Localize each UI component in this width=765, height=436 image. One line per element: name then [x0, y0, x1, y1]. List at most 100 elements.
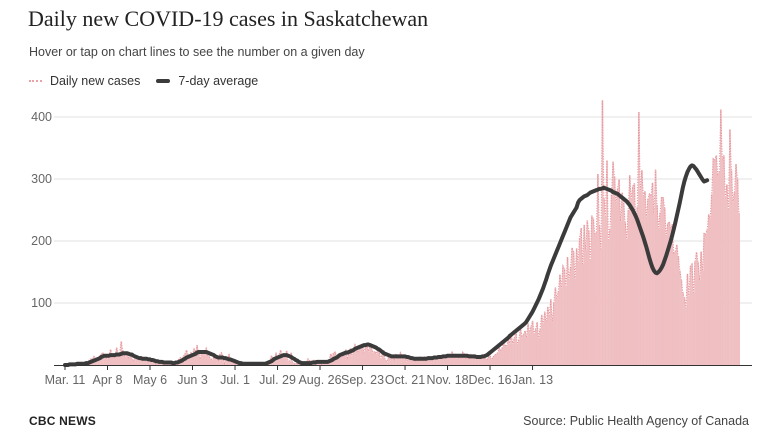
- daily-bar[interactable]: [496, 352, 499, 365]
- daily-bar[interactable]: [703, 232, 706, 365]
- daily-bar[interactable]: [545, 322, 548, 365]
- daily-bar[interactable]: [354, 344, 356, 365]
- daily-bar[interactable]: [105, 357, 107, 365]
- daily-bar[interactable]: [443, 358, 446, 365]
- daily-bar[interactable]: [123, 355, 126, 365]
- daily-bar[interactable]: [222, 356, 224, 365]
- daily-bar[interactable]: [706, 229, 709, 365]
- daily-bar[interactable]: [641, 170, 643, 365]
- daily-bar[interactable]: [343, 352, 346, 365]
- daily-bar[interactable]: [474, 359, 476, 365]
- daily-bar[interactable]: [434, 359, 437, 365]
- daily-bar[interactable]: [401, 358, 403, 365]
- daily-bar[interactable]: [386, 361, 388, 365]
- daily-bar[interactable]: [546, 306, 549, 365]
- daily-bar[interactable]: [103, 356, 106, 365]
- daily-bar[interactable]: [416, 356, 419, 365]
- daily-bar[interactable]: [618, 179, 621, 365]
- daily-bar[interactable]: [495, 353, 498, 365]
- daily-bar[interactable]: [191, 354, 194, 365]
- daily-bar[interactable]: [689, 266, 692, 365]
- daily-bar[interactable]: [402, 357, 405, 365]
- legend-daily-label[interactable]: Daily new cases: [50, 74, 141, 88]
- daily-bar[interactable]: [644, 191, 646, 365]
- daily-bar[interactable]: [540, 314, 543, 365]
- daily-bar[interactable]: [430, 356, 432, 365]
- daily-bar[interactable]: [677, 256, 680, 366]
- daily-bar[interactable]: [692, 292, 695, 365]
- daily-bar[interactable]: [483, 356, 485, 365]
- daily-bar[interactable]: [650, 195, 652, 365]
- daily-bar[interactable]: [205, 348, 208, 365]
- daily-bar[interactable]: [513, 337, 516, 365]
- daily-bar[interactable]: [414, 360, 417, 365]
- daily-bar[interactable]: [393, 359, 396, 365]
- daily-bar[interactable]: [455, 358, 458, 365]
- daily-bar[interactable]: [209, 358, 212, 365]
- daily-bar[interactable]: [543, 311, 546, 365]
- daily-bar[interactable]: [231, 360, 233, 365]
- daily-bar[interactable]: [505, 346, 508, 365]
- daily-bar[interactable]: [586, 220, 589, 365]
- daily-bar[interactable]: [109, 349, 112, 366]
- daily-bar[interactable]: [501, 347, 504, 365]
- daily-bar[interactable]: [370, 349, 373, 366]
- daily-bar[interactable]: [225, 357, 227, 365]
- daily-bar[interactable]: [669, 228, 672, 365]
- daily-bar[interactable]: [135, 355, 138, 365]
- daily-bar[interactable]: [469, 353, 472, 365]
- daily-bar[interactable]: [193, 348, 195, 365]
- daily-bar[interactable]: [486, 359, 488, 365]
- daily-bar[interactable]: [694, 261, 696, 365]
- daily-bar[interactable]: [530, 326, 532, 365]
- daily-bar[interactable]: [437, 358, 440, 365]
- daily-bar[interactable]: [389, 358, 391, 365]
- daily-bar[interactable]: [390, 356, 393, 365]
- daily-bar[interactable]: [143, 359, 145, 365]
- daily-bar[interactable]: [631, 186, 634, 365]
- daily-bar[interactable]: [624, 222, 627, 365]
- daily-bar[interactable]: [203, 352, 206, 365]
- daily-bar[interactable]: [504, 345, 507, 365]
- daily-bar[interactable]: [635, 220, 637, 365]
- daily-bar[interactable]: [211, 359, 214, 365]
- daily-bar[interactable]: [118, 352, 121, 365]
- daily-bar[interactable]: [355, 348, 358, 365]
- daily-bar[interactable]: [713, 159, 716, 365]
- daily-bar[interactable]: [404, 355, 406, 365]
- daily-bar[interactable]: [583, 224, 586, 365]
- daily-bar[interactable]: [146, 360, 148, 365]
- daily-bar[interactable]: [387, 357, 390, 365]
- daily-bar[interactable]: [363, 353, 366, 365]
- daily-bar[interactable]: [141, 356, 144, 365]
- daily-bar[interactable]: [551, 321, 554, 365]
- daily-bar[interactable]: [446, 353, 449, 365]
- daily-bar[interactable]: [704, 234, 707, 365]
- daily-bar[interactable]: [484, 358, 487, 365]
- daily-bar[interactable]: [466, 357, 469, 365]
- daily-bar[interactable]: [676, 244, 678, 365]
- daily-bar[interactable]: [284, 356, 287, 365]
- daily-bar[interactable]: [395, 353, 397, 365]
- daily-bar[interactable]: [352, 349, 355, 366]
- daily-bar[interactable]: [480, 358, 482, 365]
- daily-bar[interactable]: [604, 216, 607, 365]
- daily-cases-bars[interactable]: [67, 100, 740, 365]
- daily-bar[interactable]: [199, 357, 202, 365]
- daily-bar[interactable]: [533, 334, 536, 365]
- daily-bar[interactable]: [600, 249, 602, 365]
- daily-bar[interactable]: [410, 357, 413, 365]
- daily-bar[interactable]: [291, 362, 294, 365]
- daily-bar[interactable]: [686, 273, 689, 365]
- daily-bar[interactable]: [522, 334, 525, 365]
- daily-bar[interactable]: [152, 361, 155, 365]
- daily-bar[interactable]: [129, 355, 132, 365]
- daily-bar[interactable]: [595, 232, 598, 365]
- daily-bar[interactable]: [117, 353, 120, 365]
- daily-bar[interactable]: [606, 160, 608, 365]
- daily-bar[interactable]: [735, 164, 737, 365]
- daily-bar[interactable]: [96, 358, 98, 365]
- daily-bar[interactable]: [478, 356, 481, 365]
- daily-bar[interactable]: [281, 355, 284, 365]
- daily-bar[interactable]: [502, 340, 505, 365]
